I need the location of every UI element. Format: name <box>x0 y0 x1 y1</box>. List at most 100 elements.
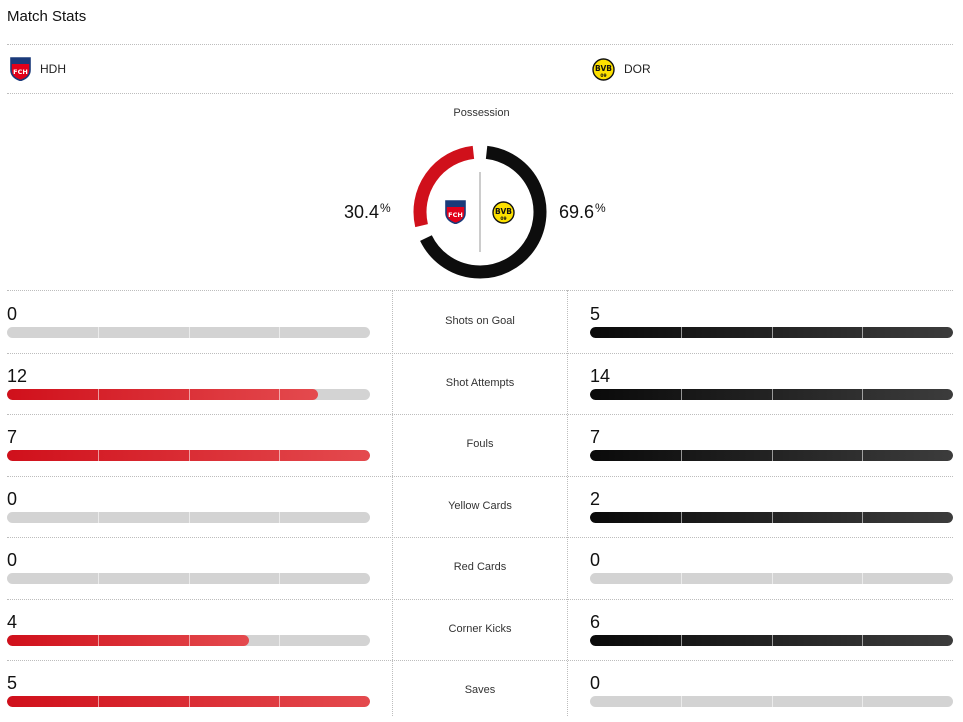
home-stat-bar <box>7 696 370 707</box>
home-team-header[interactable]: FCH HDH <box>10 57 66 81</box>
stat-label: Fouls <box>466 438 494 450</box>
fch-crest-text: FCH <box>13 68 28 76</box>
bar-tick <box>680 634 682 646</box>
bar-tick <box>680 450 682 461</box>
bar-tick <box>771 696 773 707</box>
away-stat-bar <box>590 388 953 400</box>
away-stat-value: 2 <box>590 488 601 509</box>
bar-tick <box>188 511 190 523</box>
divider <box>7 93 953 94</box>
bar-tick <box>97 327 99 338</box>
stat-row: 5 Saves 0 <box>0 660 963 722</box>
away-stat-bar <box>590 696 953 707</box>
stat-row: 12 Shot Attempts 14 <box>0 352 963 415</box>
home-stat-value: 7 <box>7 427 18 447</box>
stat-label: Shots on Goal <box>445 315 515 327</box>
bar-tick <box>680 696 682 707</box>
bar-tick <box>279 450 281 461</box>
home-possession-value: 30.4% <box>344 201 391 222</box>
fch-crest-text: FCH <box>448 211 463 219</box>
away-team-abbr: DOR <box>624 62 651 76</box>
home-stat-bar-fill <box>7 388 319 400</box>
away-stat-value: 0 <box>590 550 601 570</box>
bar-tick <box>771 573 773 584</box>
row-divider <box>7 537 953 538</box>
bvb-crest-text: BVB <box>495 207 512 216</box>
divider <box>7 290 953 291</box>
bvb-crest-icon: BVB 09 <box>492 201 515 224</box>
home-stat-bar <box>7 388 370 400</box>
bvb-crest-sub: 09 <box>500 216 506 222</box>
bar-tick <box>279 634 281 646</box>
away-stat-bar <box>590 327 953 338</box>
home-stat-bar <box>7 573 370 584</box>
stat-label: Yellow Cards <box>448 499 512 512</box>
row-divider <box>7 414 953 415</box>
bvb-crest-icon: BVB 09 <box>592 57 615 81</box>
row-divider <box>7 598 953 600</box>
stat-label: Corner Kicks <box>448 622 512 635</box>
bar-tick <box>188 327 190 338</box>
bar-tick <box>680 573 682 584</box>
bar-tick <box>279 327 281 338</box>
bar-tick <box>97 450 99 461</box>
bar-tick <box>680 511 682 523</box>
home-stat-bar <box>7 511 370 523</box>
fch-crest-icon: FCH <box>10 57 31 81</box>
away-team-header[interactable]: BVB 09 DOR <box>592 57 651 81</box>
page-title: Match Stats <box>7 8 87 25</box>
stat-label: Red Cards <box>453 561 507 573</box>
home-stat-value: 0 <box>7 304 18 324</box>
bar-tick <box>97 573 99 584</box>
home-stat-value: 0 <box>7 488 18 509</box>
away-stat-value: 0 <box>590 673 601 693</box>
bar-tick <box>680 388 682 400</box>
stat-row: 0 Yellow Cards 2 <box>0 475 963 538</box>
bar-tick <box>771 511 773 523</box>
home-stat-bar <box>7 450 370 461</box>
bar-tick <box>862 696 864 707</box>
bar-tick <box>188 696 190 707</box>
bar-tick <box>188 634 190 646</box>
bar-tick <box>279 388 281 400</box>
possession-arc-home <box>413 145 475 228</box>
home-team-abbr: HDH <box>40 62 66 76</box>
away-stat-bar <box>590 634 953 646</box>
stat-row: 4 Corner Kicks 6 <box>0 598 963 661</box>
away-stat-value: 6 <box>590 611 601 632</box>
bvb-crest-sub: 09 <box>600 73 606 79</box>
possession-label: Possession <box>453 107 510 119</box>
bar-tick <box>188 450 190 461</box>
bar-tick <box>188 388 190 400</box>
stat-label: Saves <box>464 684 496 696</box>
bar-tick <box>279 511 281 523</box>
column-divider <box>392 290 393 716</box>
bar-tick <box>97 511 99 523</box>
bar-tick <box>862 511 864 523</box>
fch-crest-icon: FCH <box>445 200 466 224</box>
stat-row: 0 Shots on Goal 5 <box>0 291 963 353</box>
home-stat-value: 12 <box>7 365 28 386</box>
bvb-crest-text: BVB <box>595 64 612 73</box>
home-stat-bar-fill <box>7 634 250 646</box>
bar-tick <box>771 327 773 338</box>
bar-tick <box>680 327 682 338</box>
bar-tick <box>279 573 281 584</box>
column-divider <box>567 290 568 716</box>
home-stat-bar <box>7 634 370 646</box>
stat-row: 0 Red Cards 0 <box>0 537 963 599</box>
bar-tick <box>862 634 864 646</box>
bar-tick <box>771 388 773 400</box>
away-stat-value: 5 <box>590 304 601 324</box>
bar-tick <box>188 573 190 584</box>
bar-tick <box>279 696 281 707</box>
away-stat-value: 14 <box>590 365 611 386</box>
stat-row: 7 Fouls 7 <box>0 414 963 476</box>
stat-label: Shot Attempts <box>445 376 515 389</box>
away-stat-bar <box>590 511 953 523</box>
away-possession-value: 69.6% <box>559 201 606 222</box>
bar-tick <box>771 634 773 646</box>
bar-tick <box>862 450 864 461</box>
away-stat-bar <box>590 450 953 461</box>
row-divider <box>7 475 953 477</box>
